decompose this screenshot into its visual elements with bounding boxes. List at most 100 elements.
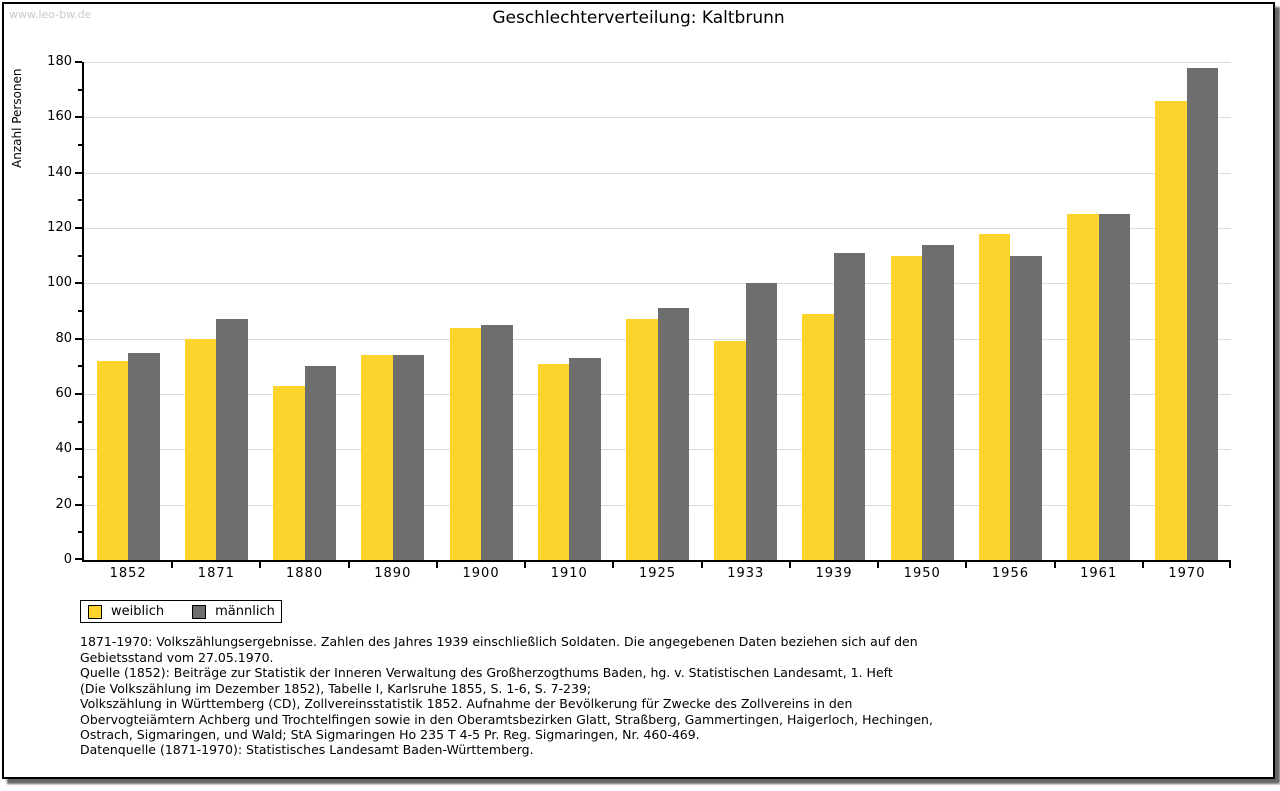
y-tick-label: 120 (47, 220, 72, 235)
bar-männlich-1871 (216, 319, 248, 560)
x-axis-tick (171, 562, 174, 568)
bar-weiblich-1925 (626, 319, 658, 560)
legend-item-maennlich: männlich (192, 604, 275, 619)
y-axis-tick (75, 337, 82, 340)
bar-männlich-1925 (657, 308, 690, 560)
y-axis-title: Anzahl Personen (10, 68, 24, 168)
y-axis-tick (75, 227, 82, 229)
bar-weiblich-1961 (1067, 214, 1099, 560)
bar-männlich-1970 (1186, 67, 1219, 560)
legend-item-weiblich: weiblich (88, 604, 164, 619)
gridline (84, 172, 1231, 174)
y-axis-minor-tick (78, 310, 82, 312)
bar-group-1890 (349, 355, 437, 560)
x-axis-tick (877, 562, 880, 568)
x-axis-tick (1229, 562, 1231, 568)
bar-group-1900 (437, 324, 525, 560)
legend-label-weiblich: weiblich (111, 604, 165, 619)
gridline (84, 62, 1231, 63)
y-tick-label: 0 (63, 552, 72, 567)
x-axis-tick (435, 562, 438, 568)
y-tick-label: 180 (47, 54, 72, 69)
y-tick-label: 100 (47, 275, 72, 291)
bar-männlich-1890 (392, 355, 425, 560)
bar-männlich-1956 (1010, 255, 1042, 560)
x-label-1961: 1961 (1080, 566, 1118, 581)
bar-weiblich-1880 (273, 385, 305, 560)
x-label-1925: 1925 (638, 566, 677, 581)
x-label-1890: 1890 (374, 566, 412, 581)
bar-group-1925 (613, 308, 701, 560)
bar-männlich-1852 (128, 352, 160, 560)
bar-männlich-1880 (304, 366, 337, 560)
y-axis-tick (75, 61, 82, 63)
x-axis-tick (612, 562, 615, 568)
x-axis-tick (524, 562, 527, 568)
y-axis-minor-tick (78, 476, 82, 478)
y-tick-label: 160 (47, 109, 72, 125)
bar-männlich-1900 (481, 324, 513, 560)
watermark: www.leo-bw.de (9, 8, 92, 21)
y-axis-tick (75, 282, 82, 285)
y-tick-label: 40 (55, 441, 72, 457)
bar-weiblich-1956 (978, 233, 1011, 560)
x-label-1871: 1871 (197, 566, 235, 581)
x-label-1956: 1956 (991, 566, 1029, 581)
gridline (84, 117, 1231, 119)
x-axis-tick (1141, 562, 1144, 568)
y-axis-minor-tick (78, 254, 82, 257)
bar-männlich-1939 (833, 252, 866, 560)
y-axis-minor-tick (78, 365, 82, 368)
x-label-1970: 1970 (1168, 566, 1206, 581)
bar-group-1880 (260, 366, 348, 560)
bar-group-1910 (525, 358, 613, 560)
x-axis-tick (700, 562, 703, 568)
x-label-1950: 1950 (903, 566, 941, 581)
x-label-1900: 1900 (462, 566, 500, 581)
bar-männlich-1933 (745, 283, 778, 560)
legend: weiblich männlich (80, 600, 282, 623)
chart-title: Geschlechterverteilung: Kaltbrunn (492, 8, 785, 28)
bar-group-1970 (1143, 67, 1231, 560)
bar-weiblich-1890 (361, 355, 393, 560)
bars-row (84, 62, 1231, 560)
x-label-1852: 1852 (109, 566, 147, 581)
x-label-1939: 1939 (815, 566, 853, 581)
bar-group-1961 (1055, 214, 1143, 560)
y-tick-label: 20 (55, 496, 72, 512)
bar-weiblich-1939 (802, 313, 834, 560)
bar-weiblich-1852 (96, 360, 129, 560)
bar-weiblich-1970 (1155, 100, 1187, 560)
bar-weiblich-1950 (890, 255, 923, 560)
x-axis-labels: 1852 1871 1880 1890 1900 1910 1925 1933 1939 1950… (84, 566, 1231, 581)
bar-group-1933 (702, 283, 790, 560)
bar-group-1852 (84, 352, 172, 560)
x-label-1880: 1880 (286, 566, 324, 581)
y-axis-minor-tick (78, 531, 82, 534)
plot-area: 0 20 40 60 80 100 120 140 160 180 (47, 54, 1231, 568)
y-axis-tick (75, 171, 82, 174)
y-axis-tick (75, 558, 82, 560)
y-axis-minor-tick (78, 199, 82, 202)
x-axis-tick (788, 562, 791, 568)
bar-männlich-1961 (1098, 214, 1131, 560)
maennlich-swatch (192, 604, 207, 619)
y-axis-minor-tick (78, 144, 82, 146)
bar-group-1956 (966, 233, 1054, 560)
bar-weiblich-1900 (449, 327, 482, 560)
bar-männlich-1910 (569, 358, 601, 560)
x-axis-tick (259, 562, 262, 568)
legend-label-maennlich: männlich (215, 604, 275, 619)
gridline (84, 228, 1231, 229)
y-tick-label: 80 (55, 330, 72, 346)
y-axis-tick (75, 393, 82, 395)
y-tick-label: 140 (47, 164, 72, 180)
bar-group-1939 (790, 252, 878, 560)
weiblich-swatch (88, 604, 102, 619)
y-axis-minor-tick (78, 420, 82, 423)
datasource-text: Datenquelle (1871-1970): Statistisches L… (80, 742, 534, 757)
y-axis-tick (75, 503, 82, 506)
bar-group-1950 (878, 244, 966, 560)
bar-weiblich-1871 (184, 338, 217, 560)
y-tick-label: 60 (55, 386, 72, 401)
